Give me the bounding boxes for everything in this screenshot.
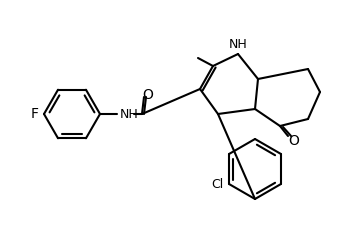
Text: O: O	[143, 88, 153, 102]
Text: O: O	[288, 134, 299, 148]
Text: Cl: Cl	[211, 177, 223, 191]
Text: NH: NH	[229, 38, 247, 51]
Text: F: F	[31, 107, 39, 121]
Text: NH: NH	[120, 108, 139, 121]
